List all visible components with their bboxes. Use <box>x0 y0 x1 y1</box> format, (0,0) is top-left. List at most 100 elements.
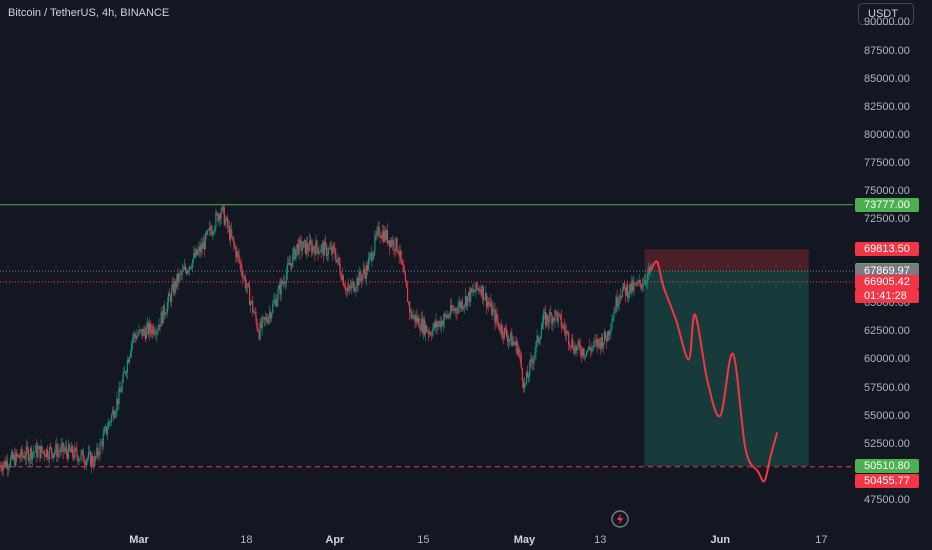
candle <box>335 247 337 264</box>
candle <box>344 280 347 295</box>
candle <box>332 244 334 262</box>
candle <box>80 448 82 463</box>
candle <box>1 461 3 476</box>
countdown-price-badge[interactable]: 01:41:28 <box>855 288 919 303</box>
candle <box>256 317 258 332</box>
candle <box>8 462 11 472</box>
candle <box>445 314 448 320</box>
candle <box>639 278 641 290</box>
last-price-price-badge[interactable]: 66905.42 <box>855 274 919 289</box>
candle <box>65 440 67 459</box>
candle <box>66 449 68 463</box>
candle <box>111 412 113 427</box>
resistance-price-badge[interactable]: 73777.00 <box>855 197 919 212</box>
candle <box>429 327 431 338</box>
candle <box>550 305 552 316</box>
candle <box>288 255 291 266</box>
take-profit-zone[interactable] <box>644 270 809 467</box>
candle <box>637 279 639 287</box>
candlestick-chart[interactable] <box>0 0 853 528</box>
candle <box>423 315 425 337</box>
candle <box>341 267 343 283</box>
stop-loss-zone[interactable] <box>644 249 809 271</box>
candle <box>302 241 304 249</box>
candle <box>432 323 434 338</box>
candle <box>349 283 351 295</box>
candle <box>117 398 119 411</box>
candle <box>580 345 582 363</box>
candle <box>629 283 631 300</box>
candle <box>587 348 589 354</box>
candle <box>523 377 526 393</box>
candle <box>233 235 235 252</box>
candle <box>20 446 22 462</box>
candle <box>380 235 382 239</box>
candle <box>539 336 541 346</box>
candle <box>178 272 180 286</box>
candle <box>439 315 441 331</box>
candle <box>186 269 189 275</box>
candle <box>607 330 609 342</box>
candle <box>26 441 28 454</box>
candle <box>575 344 577 355</box>
candle <box>585 350 588 358</box>
candle <box>201 237 203 255</box>
replay-lightning-icon[interactable] <box>610 509 630 529</box>
candle <box>342 274 344 287</box>
chart-pane[interactable] <box>0 0 853 528</box>
candle <box>547 314 549 327</box>
candle <box>353 280 355 293</box>
candle <box>311 238 313 257</box>
currency-button[interactable]: USDT <box>858 3 914 25</box>
candle <box>504 324 507 335</box>
candle <box>350 279 352 292</box>
candle <box>268 305 271 325</box>
candle <box>252 296 254 317</box>
candle <box>510 330 512 345</box>
candle <box>294 245 296 261</box>
price-tick-label: 90000.00 <box>864 16 910 29</box>
candle <box>518 345 520 360</box>
candle <box>503 327 506 341</box>
candle <box>24 451 26 466</box>
candle <box>602 342 605 354</box>
candle <box>250 299 252 313</box>
candle <box>112 406 114 416</box>
candle <box>442 313 444 332</box>
candle <box>477 287 479 294</box>
candle <box>414 314 416 329</box>
candle <box>324 234 327 251</box>
stop-loss-price-badge[interactable]: 69813.50 <box>855 242 919 257</box>
candle <box>219 213 221 227</box>
candle <box>62 442 64 460</box>
candle <box>317 247 319 261</box>
candle <box>115 408 117 419</box>
candle <box>455 307 457 319</box>
candle <box>98 451 100 462</box>
candle <box>160 307 162 327</box>
candle <box>51 446 53 461</box>
candle <box>517 342 519 358</box>
candle <box>590 346 592 358</box>
candle <box>207 228 210 231</box>
candle <box>103 426 105 435</box>
candle <box>453 305 455 314</box>
support-price-badge[interactable]: 50455.77 <box>855 473 919 488</box>
candle <box>486 295 489 310</box>
symbol-title[interactable]: Bitcoin / TetherUS, 4h, BINANCE <box>8 7 170 19</box>
time-axis[interactable] <box>0 528 853 550</box>
current-price-badge[interactable]: 67869.97 <box>855 264 919 279</box>
candle <box>409 300 411 320</box>
forecast-path-line[interactable] <box>649 260 779 483</box>
candle <box>75 446 77 453</box>
candle <box>258 329 260 341</box>
target-price-badge[interactable]: 50510.80 <box>855 459 919 474</box>
candle <box>577 338 579 351</box>
candle <box>88 445 91 456</box>
candle <box>560 309 562 334</box>
candle <box>13 452 15 462</box>
candle <box>277 285 279 308</box>
candle <box>625 282 628 297</box>
candle <box>54 448 56 459</box>
candle <box>40 439 42 460</box>
